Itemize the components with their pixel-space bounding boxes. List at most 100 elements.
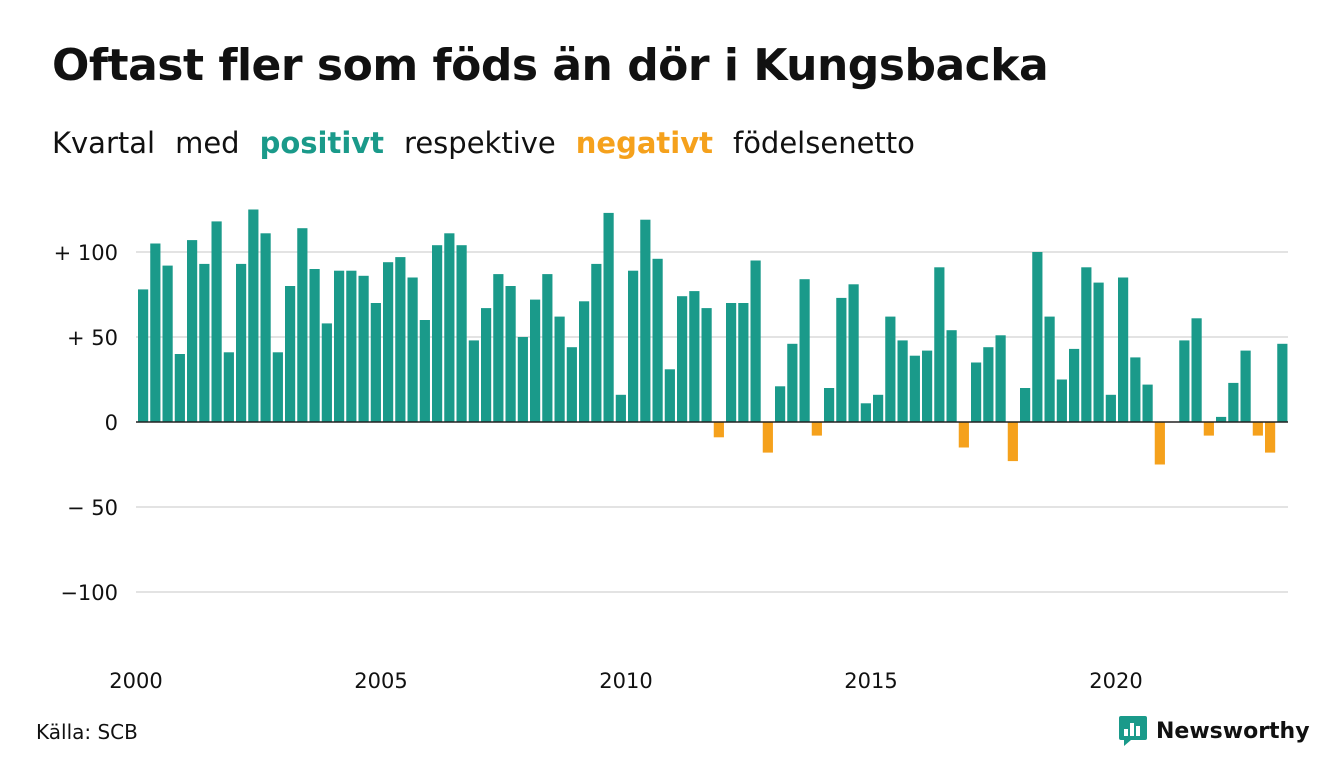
bar-positive <box>971 362 982 422</box>
newsworthy-logo: Newsworthy <box>1118 714 1310 748</box>
bar-positive <box>260 233 271 422</box>
subtitle-word-fodelsenetto: födelsenetto <box>732 126 915 160</box>
bar-positive <box>983 347 994 422</box>
bar-positive <box>995 335 1006 422</box>
bar-positive <box>909 355 920 422</box>
bar-positive <box>554 316 565 422</box>
bar-positive <box>211 221 222 422</box>
bar-positive <box>1069 348 1080 422</box>
bar-positive <box>530 299 541 422</box>
bar-negative <box>1203 422 1214 436</box>
bar-positive <box>566 347 577 422</box>
bar-positive <box>1118 277 1129 422</box>
bar-positive <box>395 257 406 422</box>
bar-negative <box>762 422 773 453</box>
bar-positive <box>836 297 847 422</box>
y-tick-label: + 50 <box>67 326 118 350</box>
bar-positive <box>579 301 590 422</box>
bar-positive <box>1105 394 1116 422</box>
y-axis-ticks: + 100 + 50 0 − 50 −100 <box>54 241 118 605</box>
bar-positive <box>481 308 492 422</box>
x-tick-label: 2005 <box>354 669 407 693</box>
bar-chart-speech-bubble-icon <box>1119 716 1147 746</box>
bar-positive <box>493 274 504 422</box>
bar-positive <box>848 284 859 422</box>
bar-positive <box>505 286 516 422</box>
bar-positive <box>174 354 185 422</box>
bar-positive <box>701 308 712 422</box>
bar-positive <box>162 265 173 422</box>
birth-surplus-bar-chart: + 100 + 50 0 − 50 −100 2000 2005 2010 2015 2020 <box>54 209 1288 693</box>
source-note: Källa: SCB <box>36 720 138 744</box>
bar-positive <box>334 270 345 422</box>
x-axis-ticks: 2000 2005 2010 2015 2020 <box>109 669 1142 693</box>
bar-positive <box>370 303 381 422</box>
subtitle-word-kvartal: Kvartal <box>52 126 156 160</box>
bar-positive <box>628 270 639 422</box>
bar-negative <box>1154 422 1165 465</box>
bar-positive <box>603 212 614 422</box>
bar-positive <box>873 394 884 422</box>
bar-positive <box>934 267 945 422</box>
bar-positive <box>1216 416 1227 422</box>
bar-positive <box>272 352 283 422</box>
y-tick-label: − 50 <box>67 496 118 520</box>
bar-positive <box>1240 350 1251 422</box>
bar-positive <box>432 245 443 422</box>
brand-name: Newsworthy <box>1156 718 1310 744</box>
bar-positive <box>664 369 675 422</box>
bar-negative <box>713 422 724 438</box>
subtitle-legend-positive: positivt <box>259 126 385 160</box>
bar-positive <box>187 240 198 422</box>
bar-positive <box>321 323 332 422</box>
y-tick-label: 0 <box>105 411 118 435</box>
bar-positive <box>150 243 161 422</box>
bar-positive <box>750 260 761 422</box>
bar-positive <box>1081 267 1092 422</box>
bar-positive <box>885 316 896 422</box>
bar-positive <box>775 386 786 422</box>
bar-negative <box>1007 422 1018 462</box>
bar-positive <box>309 269 320 422</box>
bar-positive <box>738 303 749 422</box>
bar-positive <box>799 279 810 422</box>
subtitle-word-med: med <box>175 126 240 160</box>
bar-positive <box>138 289 149 422</box>
bar-positive <box>236 263 247 422</box>
bar-positive <box>444 233 455 422</box>
bar-positive <box>1020 388 1031 422</box>
bar-positive <box>824 388 835 422</box>
bar-positive <box>1044 316 1055 422</box>
bar-positive <box>297 228 308 422</box>
bar-positive <box>1142 384 1153 422</box>
bar-positive <box>285 286 296 422</box>
bar-positive <box>1093 282 1104 422</box>
bar-positive <box>1277 343 1288 422</box>
bar-positive <box>787 343 798 422</box>
x-tick-label: 2010 <box>599 669 652 693</box>
bar-positive <box>1130 357 1141 422</box>
bar-positive <box>1191 318 1202 422</box>
bar-positive <box>640 219 651 422</box>
bar-positive <box>1032 252 1043 422</box>
bar-positive <box>542 274 553 422</box>
bar-positive <box>517 337 528 422</box>
bar-positive <box>346 270 357 422</box>
x-tick-label: 2015 <box>844 669 897 693</box>
x-tick-label: 2000 <box>109 669 162 693</box>
bar-negative <box>1252 422 1263 436</box>
bar-positive <box>922 350 933 422</box>
bar-positive <box>248 209 259 422</box>
bar-positive <box>897 340 908 422</box>
y-tick-label: −100 <box>60 581 118 605</box>
bar-positive <box>689 291 700 422</box>
bar-positive <box>468 340 479 422</box>
bar-positive <box>946 330 957 422</box>
bars <box>138 209 1288 465</box>
x-tick-label: 2020 <box>1089 669 1142 693</box>
subtitle-word-respektive: respektive <box>404 126 556 160</box>
chart-title: Oftast fler som föds än dör i Kungsbacka <box>52 40 1049 91</box>
bar-positive <box>1056 379 1067 422</box>
bar-positive <box>1228 382 1239 422</box>
bar-positive <box>199 263 210 422</box>
